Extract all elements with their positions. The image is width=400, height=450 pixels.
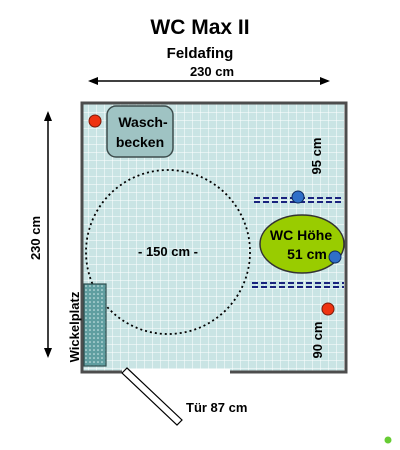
page-subtitle: Feldafing: [167, 45, 234, 62]
depth-dimension: [44, 111, 52, 358]
changing-table-label: Wickelplatz: [67, 291, 82, 362]
turning-circle-label: - 150 cm -: [138, 244, 198, 259]
blue-circle-icon: [328, 250, 342, 264]
grab-bar-lower: [252, 282, 344, 288]
clearance-bottom-label: 90 cm: [310, 322, 325, 359]
toilet-label-line1: WC Höhe: [270, 227, 332, 243]
clearance-top-label: 95 cm: [309, 138, 324, 175]
page-title: WC Max II: [150, 16, 249, 39]
sink-label-line2: becken: [116, 134, 164, 150]
blue-circle-icon: [291, 190, 305, 204]
sink: [106, 105, 174, 158]
depth-label: 230 cm: [28, 216, 43, 260]
door-label: Tür 87 cm: [186, 400, 247, 415]
width-dimension: [88, 77, 330, 85]
turning-circle: [85, 169, 251, 335]
door-leaf: [121, 367, 183, 426]
toilet-label-line2: 51 cm: [287, 246, 327, 262]
toilet: [259, 214, 345, 274]
red-circle-icon: [321, 302, 335, 316]
door-opening: [122, 369, 230, 375]
sink-label-line1: Wasch-: [118, 114, 168, 130]
red-circle-icon: [88, 114, 102, 128]
green-dot-icon: [384, 436, 392, 444]
changing-table: [83, 283, 107, 367]
width-label: 230 cm: [190, 64, 234, 79]
